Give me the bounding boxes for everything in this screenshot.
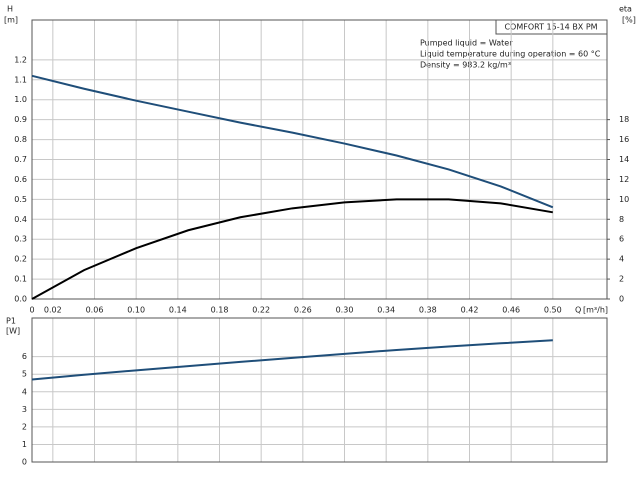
x-axis-label: Q <box>575 306 581 315</box>
y2-tick-label: 10 <box>619 195 629 204</box>
x-tick-label: 0.18 <box>211 306 229 315</box>
y-tick-label: 4 <box>22 387 27 396</box>
y-tick-label: 1.2 <box>14 55 27 64</box>
y-tick-label: 0.3 <box>14 235 27 244</box>
x-tick-label: 0.22 <box>252 306 270 315</box>
annotation: Liquid temperature during operation = 60… <box>420 50 601 59</box>
y-axis-label: P1 <box>6 317 16 326</box>
chart-title: COMFORT 15-14 BX PM <box>504 23 597 32</box>
x-tick-label: 0.26 <box>294 306 312 315</box>
y-tick-label: 0.1 <box>14 275 27 284</box>
curve <box>31 74 554 209</box>
y-tick-label: 1.0 <box>14 95 27 104</box>
y-axis-unit: [m] <box>4 16 18 25</box>
x-tick-label: 0.10 <box>127 306 145 315</box>
y-tick-label: 0 <box>22 458 27 467</box>
y2-axis-label: eta <box>619 5 632 14</box>
annotation: Pumped liquid = Water <box>420 39 513 48</box>
x-tick-label: 0 <box>29 306 34 315</box>
y-axis-unit: [W] <box>6 327 20 336</box>
y2-tick-label: 18 <box>619 115 629 124</box>
y-tick-label: 0.2 <box>14 255 27 264</box>
x-axis-unit: [m³/h] <box>583 306 608 315</box>
y-tick-label: 3 <box>22 405 27 414</box>
y-tick-label: 0.4 <box>14 215 27 224</box>
y-tick-label: 1.1 <box>14 75 27 84</box>
y-tick-label: 0.8 <box>14 135 27 144</box>
y-tick-label: 0.6 <box>14 175 27 184</box>
y-tick-label: 1 <box>22 440 27 449</box>
y2-tick-label: 2 <box>619 275 624 284</box>
x-tick-label: 0.46 <box>502 306 520 315</box>
curve <box>31 339 553 381</box>
y-tick-label: 6 <box>22 352 27 361</box>
annotation: Density = 983.2 kg/m³ <box>420 61 511 70</box>
x-tick-label: 0.50 <box>544 306 562 315</box>
plot-frame <box>31 19 608 300</box>
y2-tick-label: 6 <box>619 235 624 244</box>
y2-axis-unit: [%] <box>622 16 636 25</box>
x-tick-label: 0.30 <box>336 306 354 315</box>
curve <box>31 198 553 300</box>
y-tick-label: 0.7 <box>14 155 27 164</box>
x-tick-label: 0.34 <box>377 306 395 315</box>
y-tick-label: 0.0 <box>14 295 27 304</box>
y-tick-label: 2 <box>22 422 27 431</box>
plot-frame <box>31 317 608 463</box>
y2-tick-label: 4 <box>619 255 624 264</box>
y2-tick-label: 8 <box>619 215 624 224</box>
y2-tick-label: 16 <box>619 135 629 144</box>
y2-tick-label: 12 <box>619 175 629 184</box>
y-tick-label: 0.5 <box>14 195 27 204</box>
x-tick-label: 0.06 <box>86 306 104 315</box>
y-axis-label: H <box>7 5 13 14</box>
y2-tick-label: 14 <box>619 155 629 164</box>
x-tick-label: 0.38 <box>419 306 437 315</box>
y-tick-label: 5 <box>22 370 27 379</box>
y2-tick-label: 0 <box>619 295 624 304</box>
x-tick-label: 0.42 <box>461 306 479 315</box>
x-tick-label: 0.14 <box>169 306 187 315</box>
x-tick-label: 0.02 <box>44 306 62 315</box>
y-tick-label: 0.9 <box>14 115 27 124</box>
